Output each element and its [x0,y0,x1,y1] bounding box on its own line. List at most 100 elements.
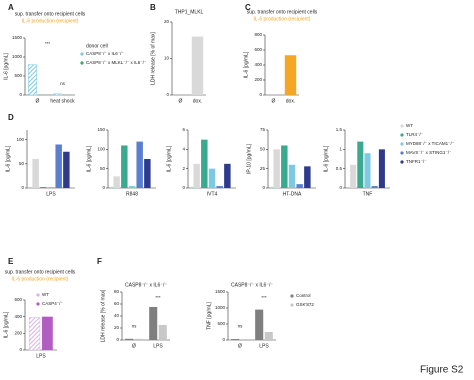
bar [128,186,136,188]
chart-title: CASP8⁻/⁻ x IL6⁻/⁻ [125,282,167,288]
y-tick-label: 200 [14,331,22,336]
y-axis-label: IL-6 [pg/mL] [3,311,9,338]
bar [149,307,158,340]
x-tick-label: LPS [259,343,269,349]
legend-label: MYD88⁻/⁻ x TICAM1⁻/⁻ [406,141,455,146]
y-tick-label: 600 [254,47,262,52]
y-axis-label: IP-10 [pg/mL] [246,143,252,174]
significance: *** [45,41,51,46]
legend-label: TLR4⁻/⁻ [406,132,424,137]
x-tick-label: Ø [132,343,136,349]
panel-label: A [8,3,14,12]
significance: ns [238,324,244,329]
bar [193,163,200,188]
y-tick-label: 1.5 [336,127,343,132]
chart-subtitle: IL-6 production (recipient) [12,276,69,282]
x-tick-label: Ø [238,343,242,349]
y-tick-label: 400 [14,314,22,319]
y-tick-label: 40 [114,313,120,318]
y-tick-label: 0 [19,347,22,352]
y-tick-label: 0 [102,185,105,190]
bar [284,55,297,95]
legend-swatch [400,151,404,155]
bar [255,309,264,340]
y-tick-label: 4 [182,147,185,152]
legend-swatch [290,294,294,298]
bar [158,325,167,340]
x-tick-label: heat shock [50,98,75,104]
chart-title: THP1_MLKL [175,9,204,15]
legend-label: CASP4⁻/⁻ [42,301,63,306]
panel-label: C [245,3,251,12]
y-tick-label: 10 [164,56,170,61]
x-tick-label: dox. [286,98,295,104]
x-tick-label: Ø [36,98,40,104]
legend-swatch [36,293,40,297]
y-axis-label: TNF [pg/mL] [206,302,212,330]
legend-label: GSK'872 [296,302,314,307]
bar [125,338,134,340]
y-axis-label: IL-6 [pg/mL] [323,145,329,172]
bar [47,187,55,188]
bar [134,338,143,340]
x-tick-label: TNF [363,191,373,197]
y-tick-label: 2 [182,166,185,171]
chart-title: sup. transfer onto recipient cells [247,9,318,15]
x-tick-label: dox. [193,98,202,104]
chart-title: CASP8⁻/⁻ x IL6⁻/⁻ [231,282,273,288]
y-axis-label: IL-6 [pg/mL] [5,145,11,172]
y-tick-label: 150 [97,127,105,132]
significance: ns [132,324,138,329]
figure-label: Figure S2 [420,365,464,376]
x-tick-label: IVT4 [207,191,218,197]
y-tick-label: 1000 [215,305,226,310]
chart-title: sup. transfer onto recipient cells [5,269,76,275]
y-axis-label: IL-6 [pg/mL] [86,145,92,172]
y-tick-label: 0 [166,92,169,97]
panel-label: E [8,257,14,266]
legend-label: Control [296,293,311,298]
legend-label: TNFR1⁻/⁻ [406,159,427,164]
bar [42,316,53,350]
bar [371,186,378,188]
y-tick-label: 500 [217,321,225,326]
x-tick-label: LPS [36,353,46,359]
y-tick-label: 50 [19,161,25,166]
legend-swatch [400,124,404,128]
bar [201,139,208,188]
bar [32,159,39,188]
bar [208,168,216,188]
y-tick-label: 6 [182,127,185,132]
y-tick-label: 500 [14,73,22,78]
bar [264,332,273,340]
panel-label: F [97,257,102,266]
bar [296,184,303,188]
bar [28,64,37,96]
x-tick-label: Ø [179,98,183,104]
y-tick-label: 0 [19,92,22,97]
bar [281,145,288,188]
y-tick-label: 25 [260,166,266,171]
panel-label: B [150,3,156,12]
y-axis-label: LDH release [% of max] [150,31,156,84]
y-tick-label: 200 [254,77,262,82]
y-tick-label: 1500 [12,35,23,40]
y-tick-label: 20 [114,325,120,330]
y-tick-label: 100 [97,147,105,152]
y-tick-label: 20 [164,19,170,24]
legend-label: WT [42,292,49,297]
chart-title: sup. transfer onto recipient cells [15,11,86,17]
legend-swatch [36,302,40,306]
y-tick-label: 800 [254,32,262,37]
x-tick-label: Ø [272,98,276,104]
bar [121,145,128,188]
y-axis-label: IL-6 [pg/mL] [166,145,172,172]
y-axis-label: IL-6 [pg/mL] [3,53,9,80]
bar [357,141,364,188]
x-tick-label: R848 [126,191,138,197]
x-tick-label: LPS [46,191,56,197]
significance: ns [60,81,66,86]
y-tick-label: 0 [222,337,225,342]
y-tick-label: 0.5 [336,166,343,171]
